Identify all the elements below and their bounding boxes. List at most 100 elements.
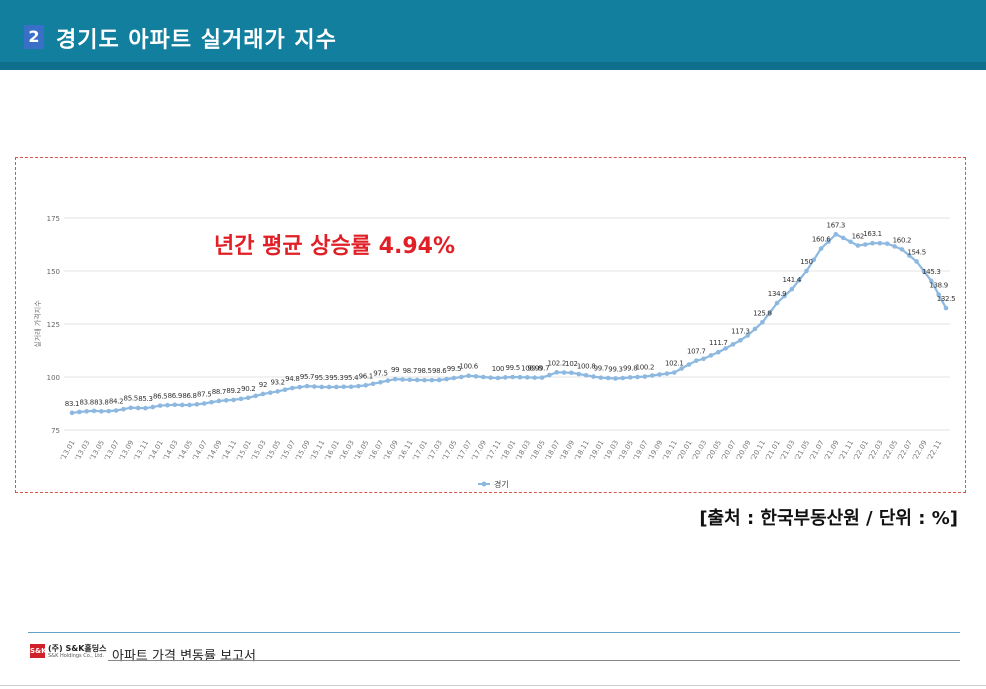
data-point: [892, 244, 897, 249]
data-label: 102.1: [665, 360, 684, 368]
data-point: [818, 246, 824, 251]
data-point: [613, 376, 618, 381]
data-point: [745, 333, 750, 338]
data-point: [649, 373, 655, 378]
data-point: [899, 247, 905, 252]
section-number: 2: [24, 25, 44, 49]
data-point: [187, 402, 192, 408]
data-label: 102.2: [547, 359, 566, 367]
data-point: [201, 401, 207, 406]
data-point: [451, 375, 457, 381]
data-point: [77, 409, 82, 415]
data-point: [356, 383, 361, 389]
data-point: [216, 398, 222, 404]
data-point: [84, 409, 89, 414]
data-point: [194, 402, 200, 407]
data-point: [165, 402, 170, 408]
data-point: [517, 374, 523, 380]
data-point: [157, 403, 163, 408]
data-point: [547, 372, 552, 378]
header-bar: 2 경기도 아파트 실거래가 지수: [0, 0, 986, 70]
data-point: [774, 300, 780, 306]
data-point: [848, 239, 853, 245]
data-label: 145.3: [922, 268, 941, 276]
data-point: [569, 370, 574, 376]
data-label: 95.3: [329, 374, 343, 382]
data-point: [686, 362, 692, 367]
data-label: 95.3: [315, 374, 329, 382]
data-point: [914, 259, 919, 264]
data-point: [525, 375, 530, 380]
footer-underline: [108, 660, 960, 661]
data-point: [789, 286, 795, 292]
data-point: [370, 381, 376, 387]
data-point: [716, 349, 721, 355]
data-point: [708, 353, 714, 358]
data-label: 138.9: [929, 282, 948, 290]
data-point: [238, 396, 244, 402]
data-point: [172, 402, 178, 408]
data-point: [877, 240, 883, 246]
legend-label: 경기: [494, 479, 509, 489]
data-point: [290, 385, 295, 391]
data-label: 87.5: [197, 391, 211, 399]
data-point: [348, 384, 354, 390]
data-label: 100: [521, 364, 533, 372]
data-point: [400, 377, 405, 382]
data-point: [113, 408, 119, 413]
data-point: [738, 338, 743, 343]
y-axis-label: 실거래 가격지수: [33, 300, 42, 348]
data-label: 98.7: [403, 367, 417, 375]
data-label: 100.6: [459, 363, 478, 371]
legend-marker: [481, 481, 487, 487]
data-point: [554, 370, 560, 375]
data-label: 95.7: [300, 373, 314, 381]
data-point: [811, 257, 817, 263]
data-label: 99: [391, 366, 399, 374]
data-point: [385, 378, 391, 383]
data-point: [414, 377, 420, 383]
data-point: [260, 391, 266, 397]
data-point: [767, 310, 773, 316]
data-point: [598, 375, 604, 380]
data-point: [730, 342, 736, 347]
data-point: [297, 384, 302, 390]
data-label: 92: [259, 381, 267, 389]
data-point: [304, 383, 310, 389]
growth-annotation: 년간 평균 상승률 4.94%: [214, 234, 455, 259]
data-label: 98.5: [417, 367, 431, 375]
data-point: [245, 395, 251, 401]
data-label: 102: [565, 360, 577, 368]
data-label: 90.2: [241, 385, 255, 393]
data-label: 94.8: [285, 375, 299, 383]
data-label: 150: [800, 258, 812, 266]
data-point: [392, 376, 398, 382]
data-label: 111.7: [709, 339, 728, 347]
data-label: 93.2: [270, 378, 284, 386]
data-point: [363, 382, 369, 388]
data-point: [627, 375, 633, 380]
data-label: 99.7: [535, 365, 549, 373]
data-point: [334, 384, 339, 390]
data-point: [929, 278, 934, 284]
data-point: [884, 241, 890, 246]
data-point: [495, 375, 501, 381]
y-tick-label: 100: [47, 374, 60, 382]
data-point: [796, 277, 802, 283]
data-point: [701, 356, 706, 362]
data-point: [576, 371, 582, 377]
data-point: [69, 410, 75, 416]
data-point: [179, 402, 185, 408]
data-label: 134.9: [768, 290, 787, 298]
data-point: [121, 406, 126, 412]
data-point: [143, 405, 148, 411]
data-label: 97.5: [373, 369, 387, 377]
data-point: [936, 292, 941, 297]
data-point: [503, 375, 508, 380]
data-point: [664, 371, 670, 376]
data-point: [760, 320, 765, 325]
data-point: [840, 235, 846, 241]
data-point: [275, 389, 280, 394]
data-label: 89.2: [226, 387, 240, 395]
data-label: 132.5: [937, 295, 956, 303]
